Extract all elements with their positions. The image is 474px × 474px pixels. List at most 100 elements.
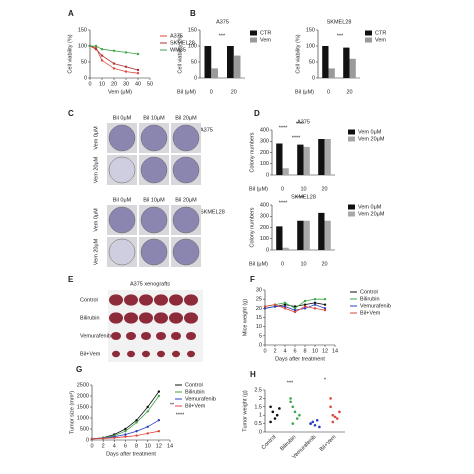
point <box>303 303 307 306</box>
y-tick-label: 500 <box>80 426 89 432</box>
legend-label: Bilirubin <box>360 296 380 302</box>
annotation: **** <box>292 135 301 141</box>
bar <box>343 47 350 78</box>
bar <box>303 220 310 250</box>
plate <box>108 206 136 234</box>
point <box>100 54 104 57</box>
tumor <box>126 332 136 340</box>
tumor <box>187 350 195 358</box>
y-tick-label: 0.5 <box>254 421 262 427</box>
legend-swatch <box>250 30 257 36</box>
y-tick-label: 2500 <box>77 382 89 388</box>
row-label: Vemurafenib <box>80 333 111 339</box>
panel-label: F <box>250 275 255 284</box>
legend-label: Control <box>360 289 378 295</box>
point <box>333 415 337 419</box>
y-tick-label: 150 <box>78 27 87 33</box>
point <box>318 425 321 429</box>
x-tick-label: 10 <box>312 348 318 354</box>
x-tick-label: 0 <box>90 443 93 449</box>
point <box>146 432 149 435</box>
y-tick-label: 25 <box>256 297 262 303</box>
tumor <box>141 332 151 340</box>
panel-label: H <box>250 370 256 379</box>
plate <box>140 206 168 234</box>
y-tick-label: 1000 <box>77 415 89 421</box>
point <box>289 400 292 404</box>
point <box>263 305 267 308</box>
x-tick-label: 6 <box>293 348 296 354</box>
point <box>331 413 335 417</box>
bar <box>276 143 283 175</box>
tumor <box>154 294 168 306</box>
point <box>273 417 277 420</box>
tumor <box>127 350 135 358</box>
point <box>124 430 127 433</box>
point <box>271 410 275 414</box>
tumor <box>184 294 198 306</box>
y-axis-label: Colony numbers <box>249 207 255 247</box>
x-tick-label: 20 <box>321 261 327 267</box>
y-axis-label: Colony numbers <box>249 132 255 172</box>
x-tick-label: 20 <box>321 186 327 192</box>
x-axis-label: Bil (μM) <box>249 186 268 192</box>
bar <box>227 46 234 78</box>
point <box>124 65 128 69</box>
point <box>331 420 335 424</box>
plate <box>108 156 136 184</box>
legend-label: Control <box>185 382 203 388</box>
plate <box>172 206 200 234</box>
point <box>100 59 104 62</box>
y-tick-label: 0 <box>86 437 89 443</box>
row-label: Bilirubin <box>80 315 100 321</box>
point <box>157 419 161 422</box>
column-label: Bil 20μM <box>175 115 197 121</box>
legend-label: CTR <box>375 30 386 36</box>
legend-label: Vem <box>375 37 386 43</box>
panel-label: B <box>190 9 196 18</box>
legend-swatch <box>348 129 355 135</box>
legend-label: Vem <box>260 37 271 43</box>
point <box>136 68 140 72</box>
row-label: Vem 0μM <box>93 208 99 232</box>
legend-label: Vem 0μM <box>358 204 382 210</box>
x-tick-label: 2 <box>102 443 105 449</box>
column-label: Bil 10μM <box>143 115 165 121</box>
point <box>136 72 140 75</box>
tumor <box>112 350 120 358</box>
bar <box>233 55 241 78</box>
y-axis-label: Tumor size (mm³) <box>69 391 75 434</box>
point <box>338 410 341 414</box>
y-tick-label: 0 <box>259 342 262 348</box>
point <box>94 48 98 51</box>
point <box>273 305 277 308</box>
y-tick-label: 1500 <box>77 404 89 410</box>
chart-title: SKMEL28 <box>327 19 352 25</box>
y-tick-label: 200 <box>260 225 269 231</box>
tumor <box>156 332 166 340</box>
legend-swatch <box>348 204 355 210</box>
bar <box>318 212 325 250</box>
bar <box>276 226 283 250</box>
y-tick-label: 300 <box>260 139 269 145</box>
cell-line-label: A375 <box>200 127 213 133</box>
plate <box>108 124 136 152</box>
x-axis-label: Bil (μM) <box>249 261 268 267</box>
y-tick-label: 150 <box>188 27 197 33</box>
point <box>135 430 138 433</box>
point <box>135 421 138 424</box>
x-tick-label: 14 <box>167 443 173 449</box>
x-axis-label: Days after treatment <box>275 356 325 362</box>
legend-label: Bil+Vem <box>185 403 206 409</box>
x-tick-label: 10 <box>99 81 105 87</box>
legend-swatch <box>250 37 257 43</box>
y-tick-label: 1 <box>259 413 262 419</box>
legend-label: Vemurafenib <box>185 396 216 402</box>
legend-label: CTR <box>260 30 271 36</box>
panel-title: A375 xenografts <box>130 281 170 287</box>
legend-label: Bilirubin <box>185 389 205 395</box>
tumor <box>169 312 183 324</box>
point <box>124 70 128 73</box>
panel-label: A <box>68 9 74 18</box>
tumor <box>139 312 153 324</box>
